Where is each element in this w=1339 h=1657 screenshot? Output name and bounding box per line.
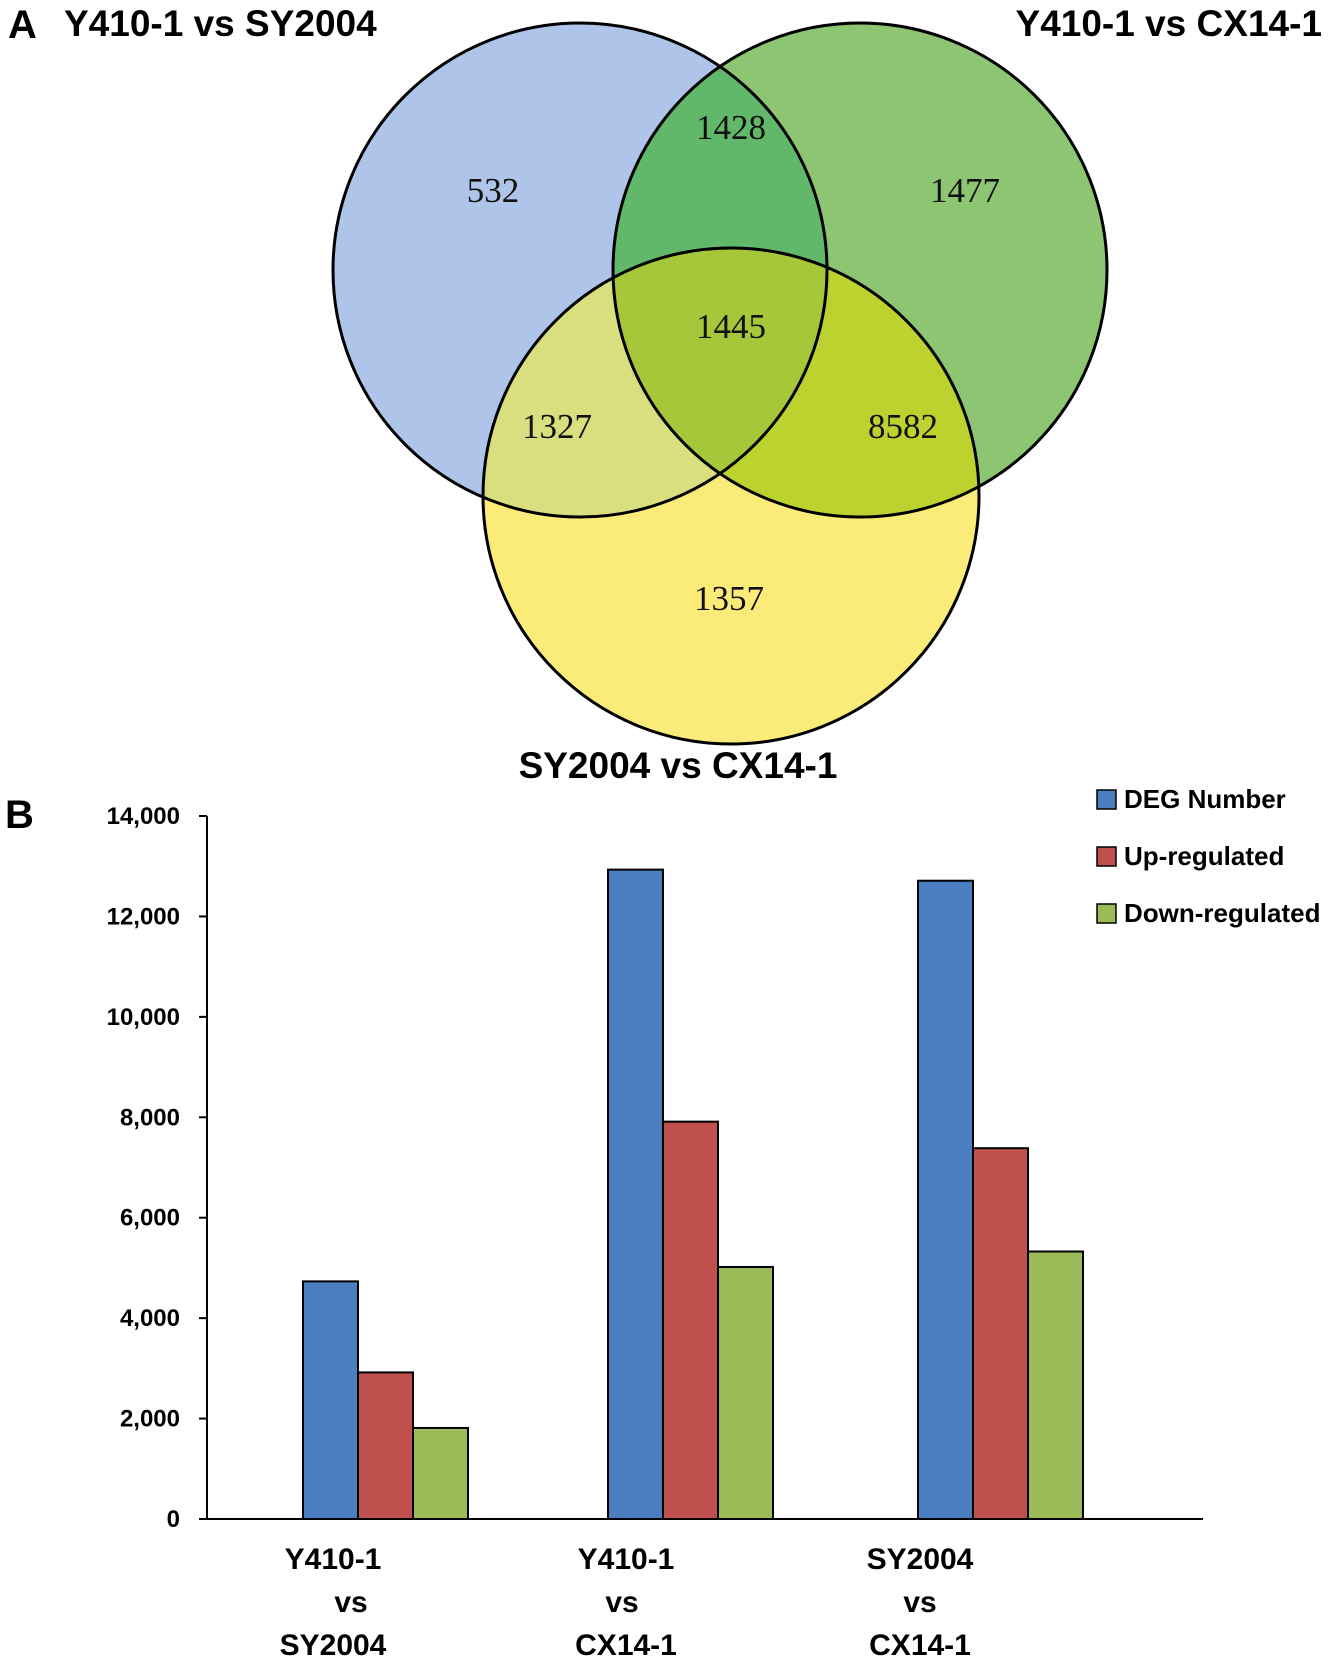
venn-count-set1-set3: 1327	[522, 407, 592, 446]
x-category-label: Y410-1	[578, 1543, 675, 1576]
venn-count-all-three: 1445	[696, 307, 766, 346]
venn-circle-set3-outline	[481, 246, 981, 746]
legend-swatch-deg-number	[1096, 789, 1117, 810]
y-tick-label: 10,000	[107, 1004, 180, 1031]
venn-count-set3-only: 1357	[694, 579, 764, 618]
legend-label: Down-regulated	[1124, 898, 1320, 928]
x-category-label: CX14-1	[575, 1629, 677, 1657]
x-category-label: vs	[334, 1586, 367, 1619]
bar-series	[302, 868, 1084, 1521]
y-tick-label: 0	[167, 1506, 180, 1533]
legend-label: Up-regulated	[1124, 841, 1284, 871]
venn-circle-set2-outline	[611, 21, 1109, 519]
bar-chart-panel: B 0 2,000 4,000 6,000 8,000 10,000 12,000 14,00…	[5, 784, 1320, 1657]
y-tick-label: 6,000	[120, 1205, 180, 1232]
legend-swatch-up-regulated	[1096, 846, 1117, 867]
x-category-label: vs	[903, 1586, 936, 1619]
bar-up-regulated-1	[357, 1371, 414, 1521]
bar-down-regulated-1	[412, 1426, 469, 1521]
venn-circle-set1-outline	[331, 21, 829, 519]
bar-deg-number-1	[302, 1280, 359, 1520]
venn-panel: A Y410-1 vs SY2004 Y410-1 vs CX14-1 SY20…	[8, 3, 1322, 786]
y-tick-label: 2,000	[120, 1406, 180, 1433]
y-tick-label: 4,000	[120, 1305, 180, 1332]
x-category-label: SY2004	[867, 1543, 974, 1576]
bar-down-regulated-2	[717, 1265, 774, 1520]
venn-title-set2: Y410-1 vs CX14-1	[1016, 3, 1322, 44]
panel-a-letter: A	[8, 3, 37, 47]
x-category-label: CX14-1	[869, 1629, 971, 1657]
y-tick-label: 12,000	[107, 903, 180, 930]
bar-deg-number-3	[917, 879, 974, 1520]
bar-down-regulated-3	[1027, 1250, 1084, 1521]
venn-count-set1-only: 532	[467, 171, 520, 210]
x-category-label: SY2004	[280, 1629, 387, 1657]
bar-deg-number-2	[607, 868, 664, 1520]
y-tick-label: 14,000	[107, 803, 180, 830]
venn-title-set1: Y410-1 vs SY2004	[64, 3, 377, 44]
panel-b-letter: B	[5, 793, 34, 837]
legend-swatch-down-regulated	[1096, 903, 1117, 924]
venn-title-set3: SY2004 vs CX14-1	[519, 745, 838, 786]
y-axis-ticks: 0 2,000 4,000 6,000 8,000 10,000 12,000 14,000	[107, 803, 207, 1533]
venn-count-set2-only: 1477	[930, 171, 1000, 210]
x-category-label: Y410-1	[285, 1543, 382, 1576]
legend-label: DEG Number	[1124, 784, 1286, 814]
y-tick-label: 8,000	[120, 1104, 180, 1131]
bar-up-regulated-3	[972, 1147, 1029, 1521]
chart-legend: DEG Number Up-regulated Down-regulated	[1096, 784, 1320, 928]
venn-count-set2-set3: 8582	[868, 407, 938, 446]
x-axis-category-labels: Y410-1 vs SY2004 Y410-1 vs CX14-1 SY2004 vs CX14…	[280, 1543, 974, 1657]
bar-up-regulated-2	[662, 1120, 719, 1520]
x-category-label: vs	[605, 1586, 638, 1619]
venn-count-set1-set2: 1428	[696, 108, 766, 147]
